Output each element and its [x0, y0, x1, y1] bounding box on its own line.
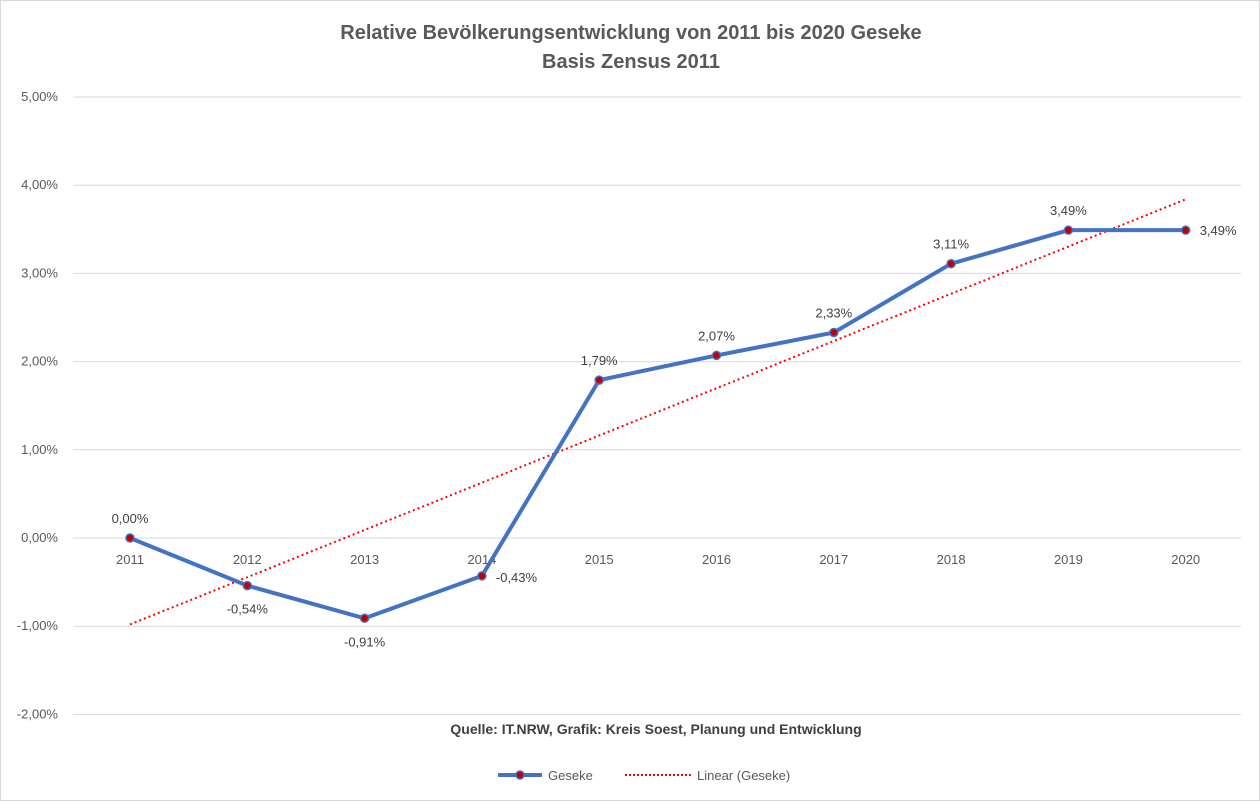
- x-tick-label: 2016: [702, 552, 731, 567]
- data-label: 2,33%: [815, 305, 852, 320]
- data-label: -0,91%: [344, 634, 386, 649]
- x-tick-label: 2020: [1171, 552, 1200, 567]
- y-tick-label: -2,00%: [17, 706, 59, 721]
- x-tick-label: 2012: [233, 552, 262, 567]
- data-label: 3,49%: [1200, 223, 1237, 238]
- series-line-geseke: [129, 228, 1186, 621]
- legend-series-marker: [515, 770, 525, 780]
- source-note: Quelle: IT.NRW, Grafik: Kreis Soest, Pla…: [450, 721, 861, 737]
- data-label: 3,49%: [1050, 203, 1087, 218]
- trendline: [129, 198, 1187, 626]
- data-point: [1063, 225, 1074, 235]
- x-tick-label: 2015: [585, 552, 614, 567]
- data-label: 0,00%: [112, 511, 149, 526]
- x-tick-label: 2017: [819, 552, 848, 567]
- data-point: [946, 258, 956, 269]
- y-tick-label: 5,00%: [21, 89, 58, 104]
- x-tick-label: 2011: [116, 552, 144, 567]
- data-label: 3,11%: [933, 237, 969, 252]
- chart-title-line2: Basis Zensus 2011: [542, 51, 720, 73]
- y-tick-label: 4,00%: [21, 177, 58, 192]
- data-point: [829, 327, 839, 338]
- x-tick-label: 2019: [1054, 552, 1083, 567]
- data-point: [1180, 225, 1191, 235]
- y-tick-label: 1,00%: [21, 442, 58, 457]
- data-label: 2,07%: [698, 328, 735, 343]
- data-label: -0,54%: [227, 602, 269, 617]
- y-tick-label: 2,00%: [21, 354, 58, 369]
- legend-trend-label: Linear (Geseke): [697, 768, 790, 783]
- chart-title-line1: Relative Bevölkerungsentwicklung von 201…: [340, 22, 921, 44]
- y-tick-label: 0,00%: [21, 530, 58, 545]
- legend-series-label: Geseke: [548, 768, 593, 783]
- data-point: [242, 580, 253, 591]
- data-point: [477, 571, 487, 581]
- data-point: [594, 375, 604, 385]
- data-label: -0,43%: [496, 570, 538, 585]
- data-label: 1,79%: [581, 353, 618, 368]
- x-tick-label: 2013: [350, 552, 379, 567]
- y-tick-label: 3,00%: [21, 265, 58, 280]
- x-tick-label: 2018: [937, 552, 966, 567]
- data-point: [359, 613, 370, 624]
- legend: Geseke Linear (Geseke): [498, 768, 790, 783]
- data-point: [711, 350, 722, 361]
- data-point: [125, 533, 135, 543]
- y-tick-label: -1,00%: [17, 618, 59, 633]
